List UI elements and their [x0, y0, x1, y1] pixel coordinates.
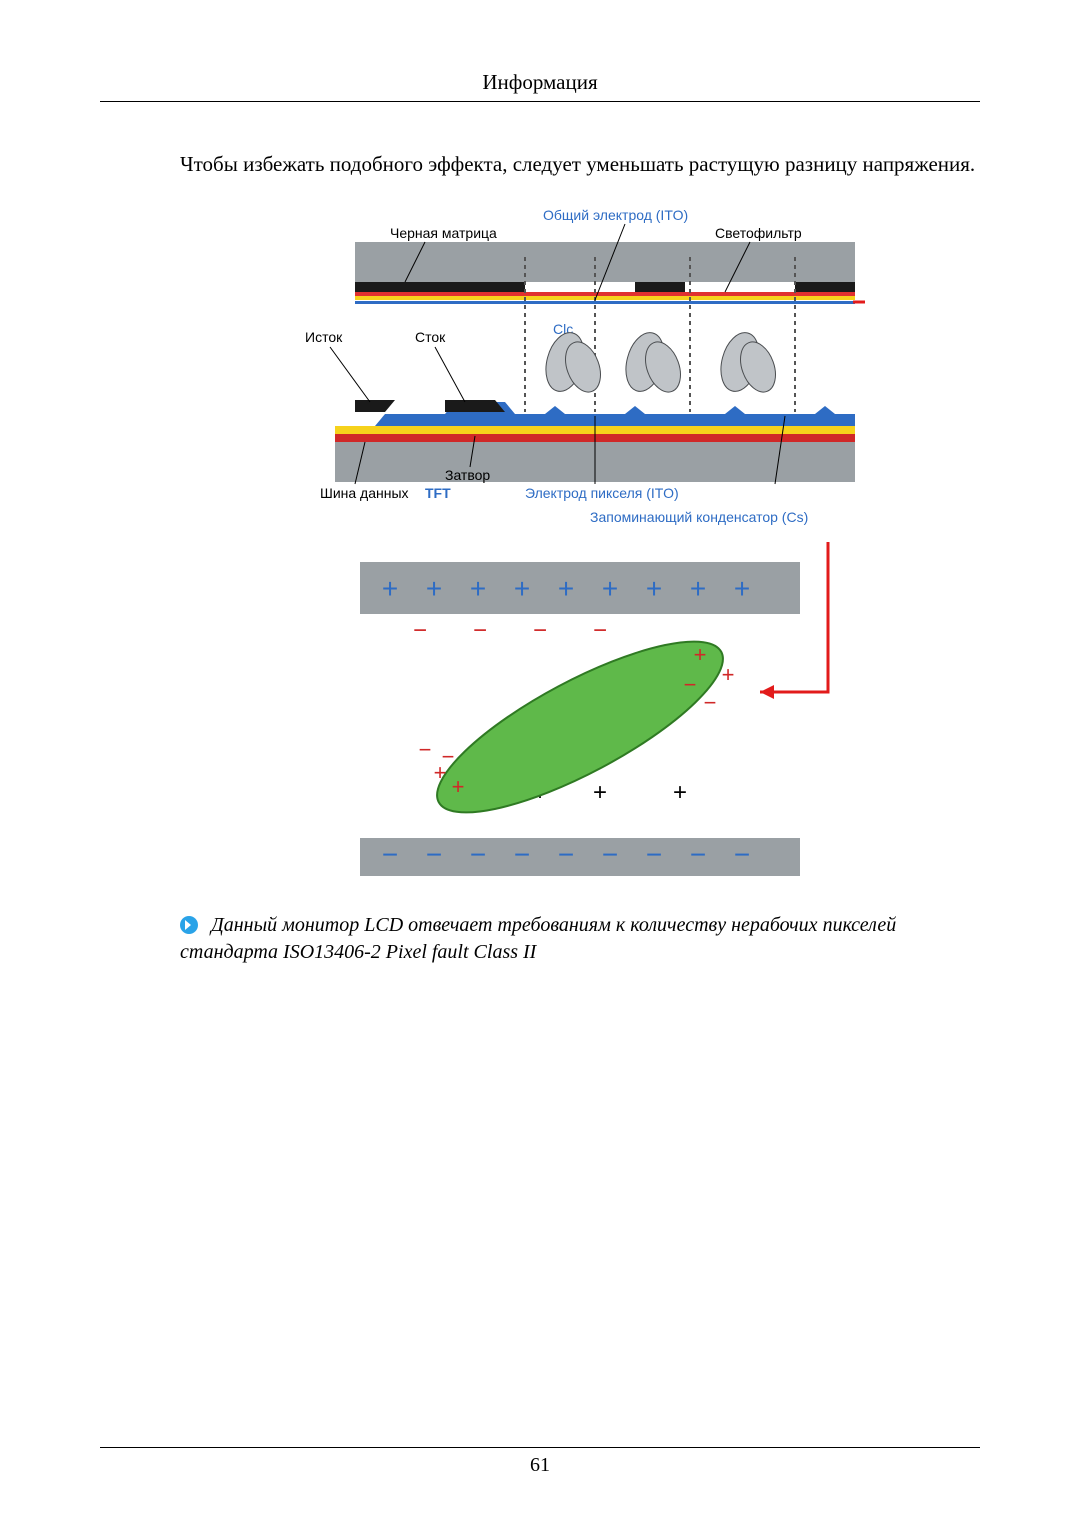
svg-text:+: +	[426, 573, 442, 604]
svg-text:+: +	[646, 573, 662, 604]
svg-text:−: −	[690, 839, 706, 870]
svg-text:Светофильтр: Светофильтр	[715, 225, 802, 241]
svg-text:−: −	[646, 839, 662, 870]
svg-text:−: −	[593, 617, 607, 644]
arrow-bullet-icon	[180, 916, 198, 934]
svg-text:+: +	[690, 573, 706, 604]
svg-text:+: +	[558, 573, 574, 604]
svg-text:+: +	[673, 779, 687, 806]
body-paragraph: Чтобы избежать подобного эффекта, следуе…	[180, 150, 980, 178]
svg-text:+: +	[382, 573, 398, 604]
svg-text:Общий электрод (ITO): Общий электрод (ITO)	[543, 207, 688, 223]
svg-text:Черная матрица: Черная матрица	[390, 225, 497, 241]
svg-text:Запоминающий конденсатор (Cs): Запоминающий конденсатор (Cs)	[590, 509, 808, 525]
svg-text:+: +	[734, 573, 750, 604]
svg-text:−: −	[684, 672, 697, 697]
svg-text:−: −	[419, 737, 432, 762]
svg-text:−: −	[426, 839, 442, 870]
svg-text:Сток: Сток	[415, 329, 446, 345]
svg-text:−: −	[514, 839, 530, 870]
svg-text:+: +	[722, 662, 735, 687]
svg-text:−: −	[704, 690, 717, 715]
svg-text:+: +	[602, 573, 618, 604]
tft-cross-section-diagram: ClcОбщий электрод (ITO)Черная матрицаСве…	[295, 202, 865, 532]
page-footer: 61	[100, 1447, 980, 1477]
svg-text:−: −	[413, 617, 427, 644]
svg-text:+: +	[452, 774, 465, 799]
svg-text:Исток: Исток	[305, 329, 343, 345]
page-number: 61	[530, 1454, 550, 1476]
compliance-note: Данный монитор LCD отвечает требованиям …	[180, 912, 980, 966]
svg-text:+: +	[470, 573, 486, 604]
svg-text:−: −	[470, 839, 486, 870]
svg-text:−: −	[533, 617, 547, 644]
svg-text:Затвор: Затвор	[445, 467, 490, 483]
svg-text:−: −	[382, 839, 398, 870]
svg-text:−: −	[602, 839, 618, 870]
svg-text:−: −	[734, 839, 750, 870]
svg-text:+: +	[694, 642, 707, 667]
liquid-crystal-charge-diagram: +++++++++−−−−−−−−−−−−−+++++−−++−−	[330, 542, 830, 882]
compliance-note-text: Данный монитор LCD отвечает требованиям …	[180, 914, 896, 963]
page-header: Информация	[100, 70, 980, 102]
svg-text:+: +	[514, 573, 530, 604]
svg-text:Электрод пикселя (ITO): Электрод пикселя (ITO)	[525, 485, 679, 501]
svg-text:−: −	[558, 839, 574, 870]
svg-text:TFT: TFT	[425, 485, 451, 501]
svg-text:+: +	[593, 779, 607, 806]
svg-text:Шина данных: Шина данных	[320, 485, 409, 501]
svg-text:−: −	[442, 744, 455, 769]
svg-text:−: −	[473, 617, 487, 644]
